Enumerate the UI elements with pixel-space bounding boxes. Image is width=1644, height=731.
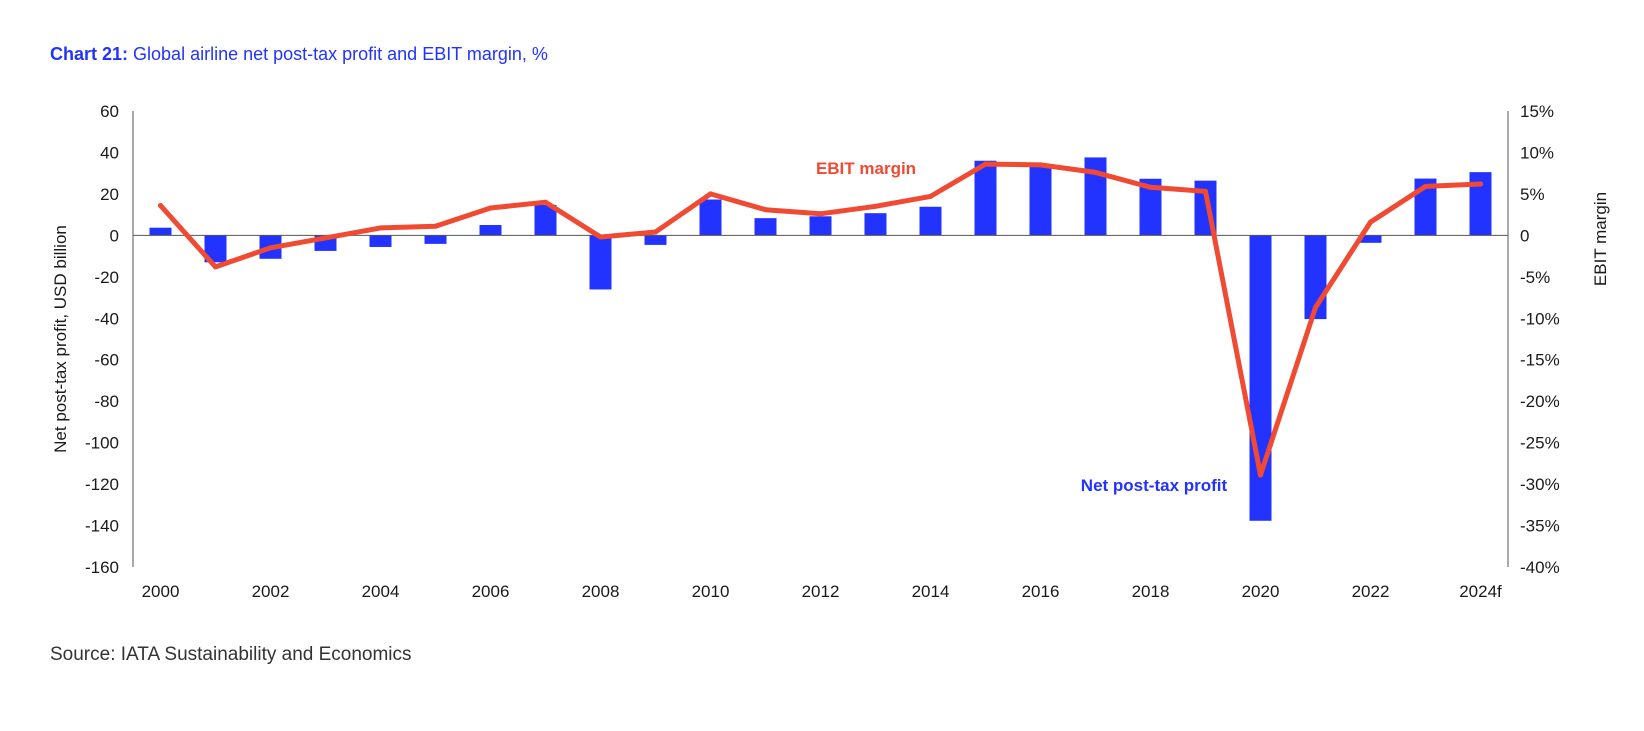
ebit-point-2023 [1423,183,1428,189]
ebit-point-2022 [1368,219,1373,225]
x-tick-label: 2008 [582,582,620,601]
ebit-point-2014 [928,193,933,199]
chart-labels: EBIT margin Net post-tax profit [816,159,1228,495]
bar-series [149,157,1492,521]
bar-2006 [479,225,502,236]
bar-2000 [149,227,172,236]
ebit-point-2000 [158,203,163,209]
x-tick-label: 2004 [362,582,400,601]
x-tick-label: 2020 [1242,582,1280,601]
ebit-point-2003 [323,235,328,241]
ebit-point-2020 [1258,472,1263,478]
chart-title: Chart 21: Global airline net post-tax pr… [50,44,548,65]
ebit-point-2002 [268,245,273,251]
bar-2011 [754,218,777,236]
bar-2015 [974,160,997,236]
ebit-point-2010 [708,191,713,197]
x-tick-label: 2024f [1459,582,1502,601]
right-axis-title: EBIT margin [1591,192,1610,286]
ebit-point-2009 [653,229,658,235]
source-note: Source: IATA Sustainability and Economic… [50,644,412,665]
bar-2024f [1469,172,1492,236]
left-tick-label: -140 [85,517,119,536]
ebit-point-2005 [433,223,438,229]
left-tick-label: 20 [100,185,119,204]
line-series [158,161,1483,478]
bar-2016 [1029,164,1052,236]
left-tick-label: -100 [85,434,119,453]
x-tick-label: 2022 [1352,582,1390,601]
right-tick-label: 10% [1520,143,1554,162]
bar-2013 [864,213,887,236]
right-tick-label: 0 [1520,226,1529,245]
ebit-point-2004 [378,225,383,231]
bar-2012 [809,216,832,236]
right-tick-label: -40% [1520,558,1560,577]
right-tick-label: -35% [1520,517,1560,536]
bar-2004 [369,235,392,247]
x-tick-label: 2010 [692,582,730,601]
right-tick-label: -5% [1520,268,1550,287]
bar-2022 [1359,235,1382,243]
x-tick-label: 2014 [912,582,950,601]
bar-2009 [644,235,667,245]
bar-2001 [204,235,227,263]
ebit-point-2006 [488,205,493,211]
left-tick-label: -160 [85,558,119,577]
chart-axes: 60 40 20 0 -20 -40 -60 -80 -100 -120 -140 -160 15% 10… [51,102,1610,601]
bar-2020 [1249,235,1272,521]
left-tick-label: -40 [94,309,119,328]
bar-2018 [1139,178,1162,236]
bar-2014 [919,206,942,236]
left-tick-label: 60 [100,102,119,121]
right-tick-label: -15% [1520,351,1560,370]
ebit-point-2021 [1313,304,1318,310]
ebit-point-2019 [1203,188,1208,194]
left-tick-label: -60 [94,351,119,370]
left-tick-label: -20 [94,268,119,287]
x-tick-label: 2006 [472,582,510,601]
left-tick-label: 0 [110,226,119,245]
right-tick-label: 15% [1520,102,1554,121]
left-axis-title: Net post-tax profit, USD billion [51,225,70,453]
right-tick-label: 5% [1520,185,1545,204]
left-tick-label: -80 [94,392,119,411]
right-tick-label: -25% [1520,434,1560,453]
ebit-point-2015 [983,161,988,167]
ebit-point-2016 [1038,162,1043,168]
bar-2017 [1084,157,1107,236]
ebit-margin-annotation: EBIT margin [816,159,916,178]
ebit-point-2007 [543,199,548,205]
x-tick-label: 2000 [142,582,180,601]
right-tick-label: -30% [1520,475,1560,494]
left-tick-label: -120 [85,475,119,494]
ebit-margin-line [158,161,1483,478]
right-tick-label: -20% [1520,392,1560,411]
ebit-point-2013 [873,203,878,209]
ebit-point-2017 [1093,169,1098,175]
right-tick-label: -10% [1520,309,1560,328]
bar-2007 [534,204,557,236]
bar-2005 [424,235,447,244]
x-tick-label: 2018 [1132,582,1170,601]
x-tick-label: 2016 [1022,582,1060,601]
ebit-point-2024f [1478,181,1483,187]
ebit-point-2018 [1148,184,1153,190]
x-tick-label: 2012 [802,582,840,601]
left-tick-label: 40 [100,143,119,162]
x-tick-label: 2002 [252,582,290,601]
chart-title-text: Global airline net post-tax profit and E… [128,44,548,64]
bar-2010 [699,199,722,236]
ebit-point-2011 [763,207,768,213]
ebit-point-2012 [818,211,823,217]
ebit-point-2001 [213,264,218,270]
net-profit-annotation: Net post-tax profit [1081,476,1228,495]
ebit-point-2008 [598,234,603,240]
chart-title-prefix: Chart 21: [50,44,129,64]
bar-2008 [589,235,612,290]
